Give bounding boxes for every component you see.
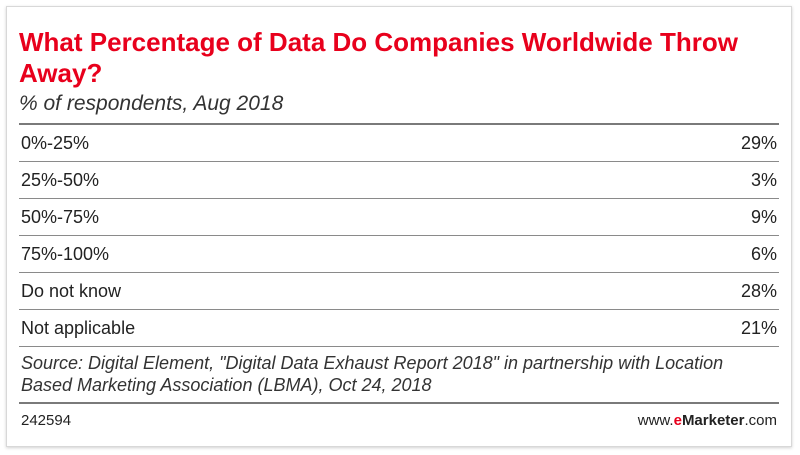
brand-e: e xyxy=(673,412,682,429)
row-value: 21% xyxy=(740,317,777,338)
row-value: 9% xyxy=(750,206,777,227)
row-value: 3% xyxy=(750,169,777,190)
table-row: 75%-100% 6% xyxy=(19,236,779,273)
row-label: Do not know xyxy=(21,280,122,301)
data-table: 0%-25% 29% 25%-50% 3% 50%-75% 9% 75%-100% 6% Do … xyxy=(19,125,779,347)
table-row: 25%-50% 3% xyxy=(19,162,779,199)
chart-card: What Percentage of Data Do Companies Wor… xyxy=(6,6,792,447)
table-row: 0%-25% 29% xyxy=(19,125,779,162)
header-divider xyxy=(19,123,779,125)
table-row: Do not know 28% xyxy=(19,273,779,310)
brand-prefix: www. xyxy=(637,412,674,429)
chart-subtitle: % of respondents, Aug 2018 xyxy=(19,92,284,115)
source-note: Source: Digital Element, "Digital Data E… xyxy=(21,353,724,395)
row-value: 29% xyxy=(740,132,777,153)
row-label: 25%-50% xyxy=(21,169,100,190)
row-label: Not applicable xyxy=(21,317,136,338)
brand-suffix: .com xyxy=(744,412,777,429)
row-value: 6% xyxy=(750,243,777,264)
brand-logo[interactable]: www.eMarketer.com xyxy=(638,412,779,429)
footer: 242594 www.eMarketer.com xyxy=(19,402,779,429)
table-row: 50%-75% 9% xyxy=(19,199,779,236)
chart-content: What Percentage of Data Do Companies Wor… xyxy=(19,27,779,429)
row-label: 0%-25% xyxy=(21,132,90,153)
table-row: Not applicable 21% xyxy=(19,310,779,347)
chart-id: 242594 xyxy=(21,412,72,429)
row-label: 50%-75% xyxy=(21,206,100,227)
row-value: 28% xyxy=(740,280,777,301)
row-label: 75%-100% xyxy=(21,243,110,264)
chart-title: What Percentage of Data Do Companies Wor… xyxy=(19,27,738,88)
brand-name: Marketer xyxy=(681,412,745,429)
